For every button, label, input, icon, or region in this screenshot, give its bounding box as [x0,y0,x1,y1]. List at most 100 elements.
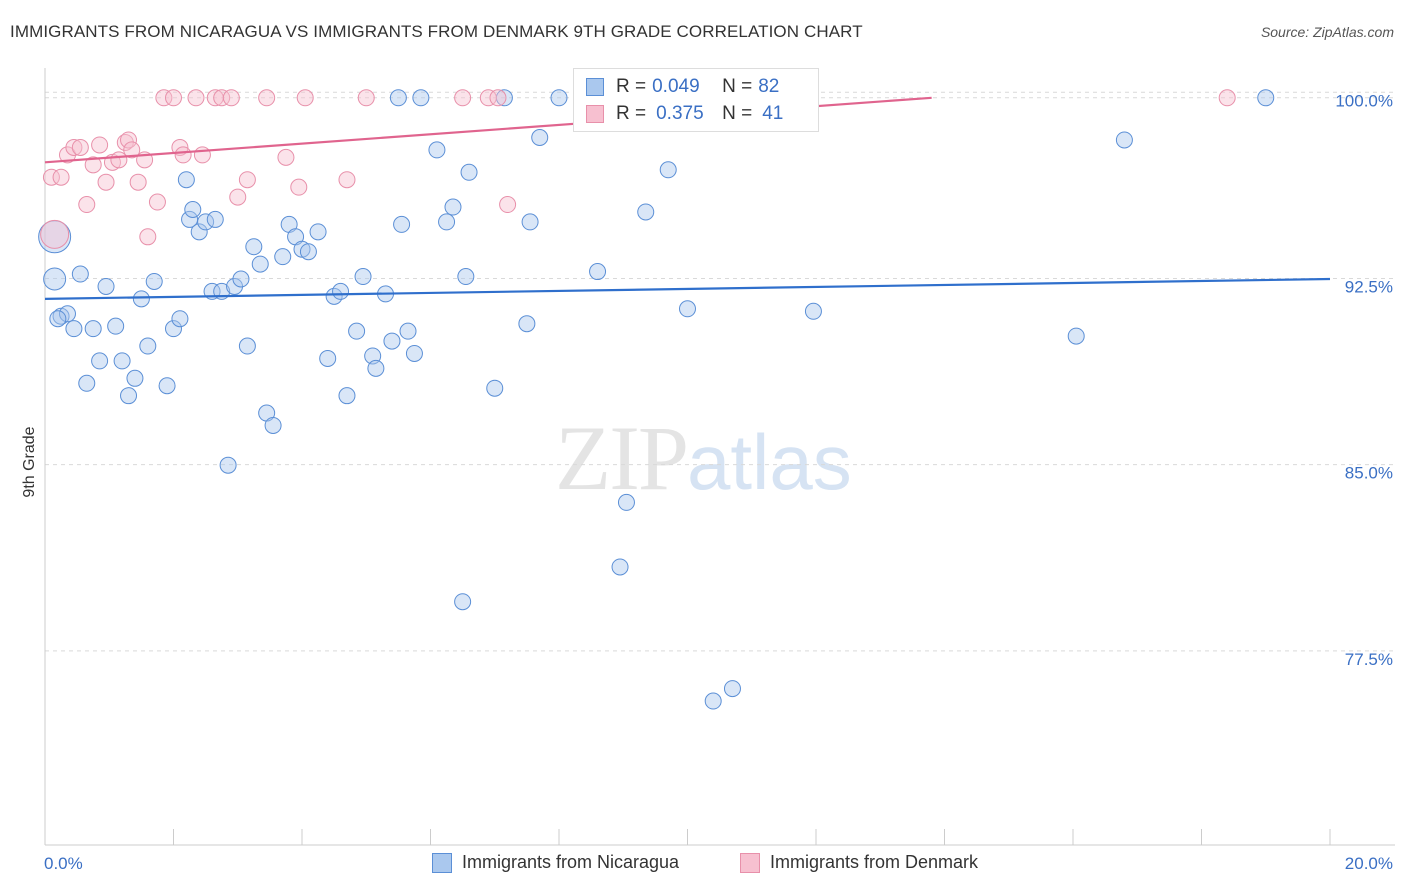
legend-r-label: R = [616,103,647,124]
x-tick-label: 20.0% [1345,854,1393,873]
nicaragua-point-73 [659,161,677,179]
nicaragua-point-20 [177,171,195,189]
nicaragua-point-28 [219,456,237,474]
stats-legend: R = 0.049 N = 82 R = 0.375 N = 41 [573,68,819,132]
nicaragua-point-52 [393,215,411,233]
y-tick-label: 77.5% [1345,650,1393,669]
nicaragua-point-26 [206,210,224,228]
denmark-point-29 [258,89,276,107]
denmark-point-4 [71,138,89,156]
nicaragua-point-7 [84,320,102,338]
legend-n-value: 41 [762,103,784,124]
zipatlas-watermark: ZIPatlas [555,405,852,511]
nicaragua-point-78 [1067,327,1085,345]
y-tick-label: 92.5% [1345,277,1393,296]
nicaragua-point-17 [158,377,176,395]
nicaragua-point-77 [804,302,822,320]
denmark-point-12 [120,131,138,149]
nicaragua-point-8 [91,352,109,370]
denmark-point-6 [84,156,102,174]
bottom-legend-swatch-denmark [740,852,760,873]
nicaragua-point-12 [120,387,138,405]
bottom-legend-denmark: Immigrants from Denmark [740,852,978,873]
nicaragua-point-5 [71,265,89,283]
denmark-point-25 [213,89,231,107]
y-axis-title: 9th Grade [21,426,38,497]
nicaragua-point-66 [521,213,539,231]
nicaragua-point-30 [232,270,250,288]
nicaragua-trend-line [44,277,1331,300]
denmark-point-5 [78,196,96,214]
denmark-point-28 [238,171,256,189]
nicaragua-point-44 [332,282,350,300]
bottom-legend-nicaragua: Immigrants from Nicaragua [432,852,679,873]
denmark-point-40 [40,219,70,249]
legend-n-label: N = [722,103,753,124]
legend-r-value: 0.049 [652,76,700,97]
legend-swatch-denmark [586,105,604,123]
denmark-point-21 [174,146,192,164]
bottom-legend-label-nicaragua: Immigrants from Nicaragua [462,852,680,872]
watermark-zip: ZIP [555,407,689,509]
nicaragua-point-61 [457,268,475,286]
nicaragua-point-62 [460,163,478,181]
denmark-point-35 [454,89,472,107]
denmark-point-31 [290,178,308,196]
nicaragua-point-67 [531,129,549,147]
nicaragua-point-32 [245,238,263,256]
nicaragua-point-53 [399,322,417,340]
nicaragua-point-49 [367,359,385,377]
nicaragua-point-16 [145,272,163,290]
nicaragua-point-74 [679,300,696,318]
legend-n-label: N = [722,76,753,97]
nicaragua-point-75 [704,692,722,710]
denmark-point-37 [489,89,507,107]
denmark-point-27 [229,188,247,206]
denmark-point-30 [277,148,295,166]
nicaragua-point-80 [1257,89,1275,107]
nicaragua-point-59 [444,198,462,216]
tick-labels: 77.5% 85.0% 92.5% 100.0% 0.0% 20.0% [44,91,1393,873]
bottom-legend-swatch-nicaragua [432,852,452,873]
nicaragua-point-22 [184,200,202,218]
nicaragua-point-47 [354,268,372,286]
denmark-point-36 [479,89,497,107]
nicaragua-point-71 [617,493,635,511]
denmark-point-3 [65,138,83,156]
nicaragua-point-56 [412,89,430,107]
denmark-point-23 [193,146,211,164]
nicaragua-point-19 [171,310,189,328]
nicaragua-point-1 [43,267,67,291]
y-tick-label: 85.0% [1345,464,1393,483]
nicaragua-point-40 [299,243,317,261]
nicaragua-point-63 [486,379,504,397]
nicaragua-point-23 [190,223,208,241]
nicaragua-point-15 [139,337,157,355]
denmark-point-14 [129,173,147,191]
legend-swatch-nicaragua [586,78,604,96]
nicaragua-point-31 [238,337,256,355]
legend-row-denmark: R = 0.375 N = 41 [586,102,783,126]
nicaragua-point-36 [274,248,292,266]
denmark-point-13 [123,141,141,159]
denmark-point-7 [91,136,109,154]
denmark-point-16 [139,228,157,246]
nicaragua-point-46 [348,322,366,340]
denmark-point-32 [296,89,314,107]
nicaragua-point-42 [319,349,337,367]
denmark-point-38 [499,196,517,214]
chart-title: IMMIGRANTS FROM NICARAGUA VS IMMIGRANTS … [10,22,863,41]
nicaragua-point-18 [165,320,182,338]
nicaragua-point-55 [389,89,407,107]
nicaragua-point-69 [589,263,607,281]
nicaragua-point-41 [309,223,327,241]
bottom-legend-label-denmark: Immigrants from Denmark [770,852,979,872]
nicaragua-point-81 [49,310,67,328]
watermark-atlas: atlas [687,418,852,506]
legend-r-label: R = [616,76,647,97]
legend-r-value: 0.375 [656,103,704,124]
nicaragua-point-10 [107,317,125,335]
denmark-point-1 [52,168,70,186]
nicaragua-point-9 [97,277,115,295]
